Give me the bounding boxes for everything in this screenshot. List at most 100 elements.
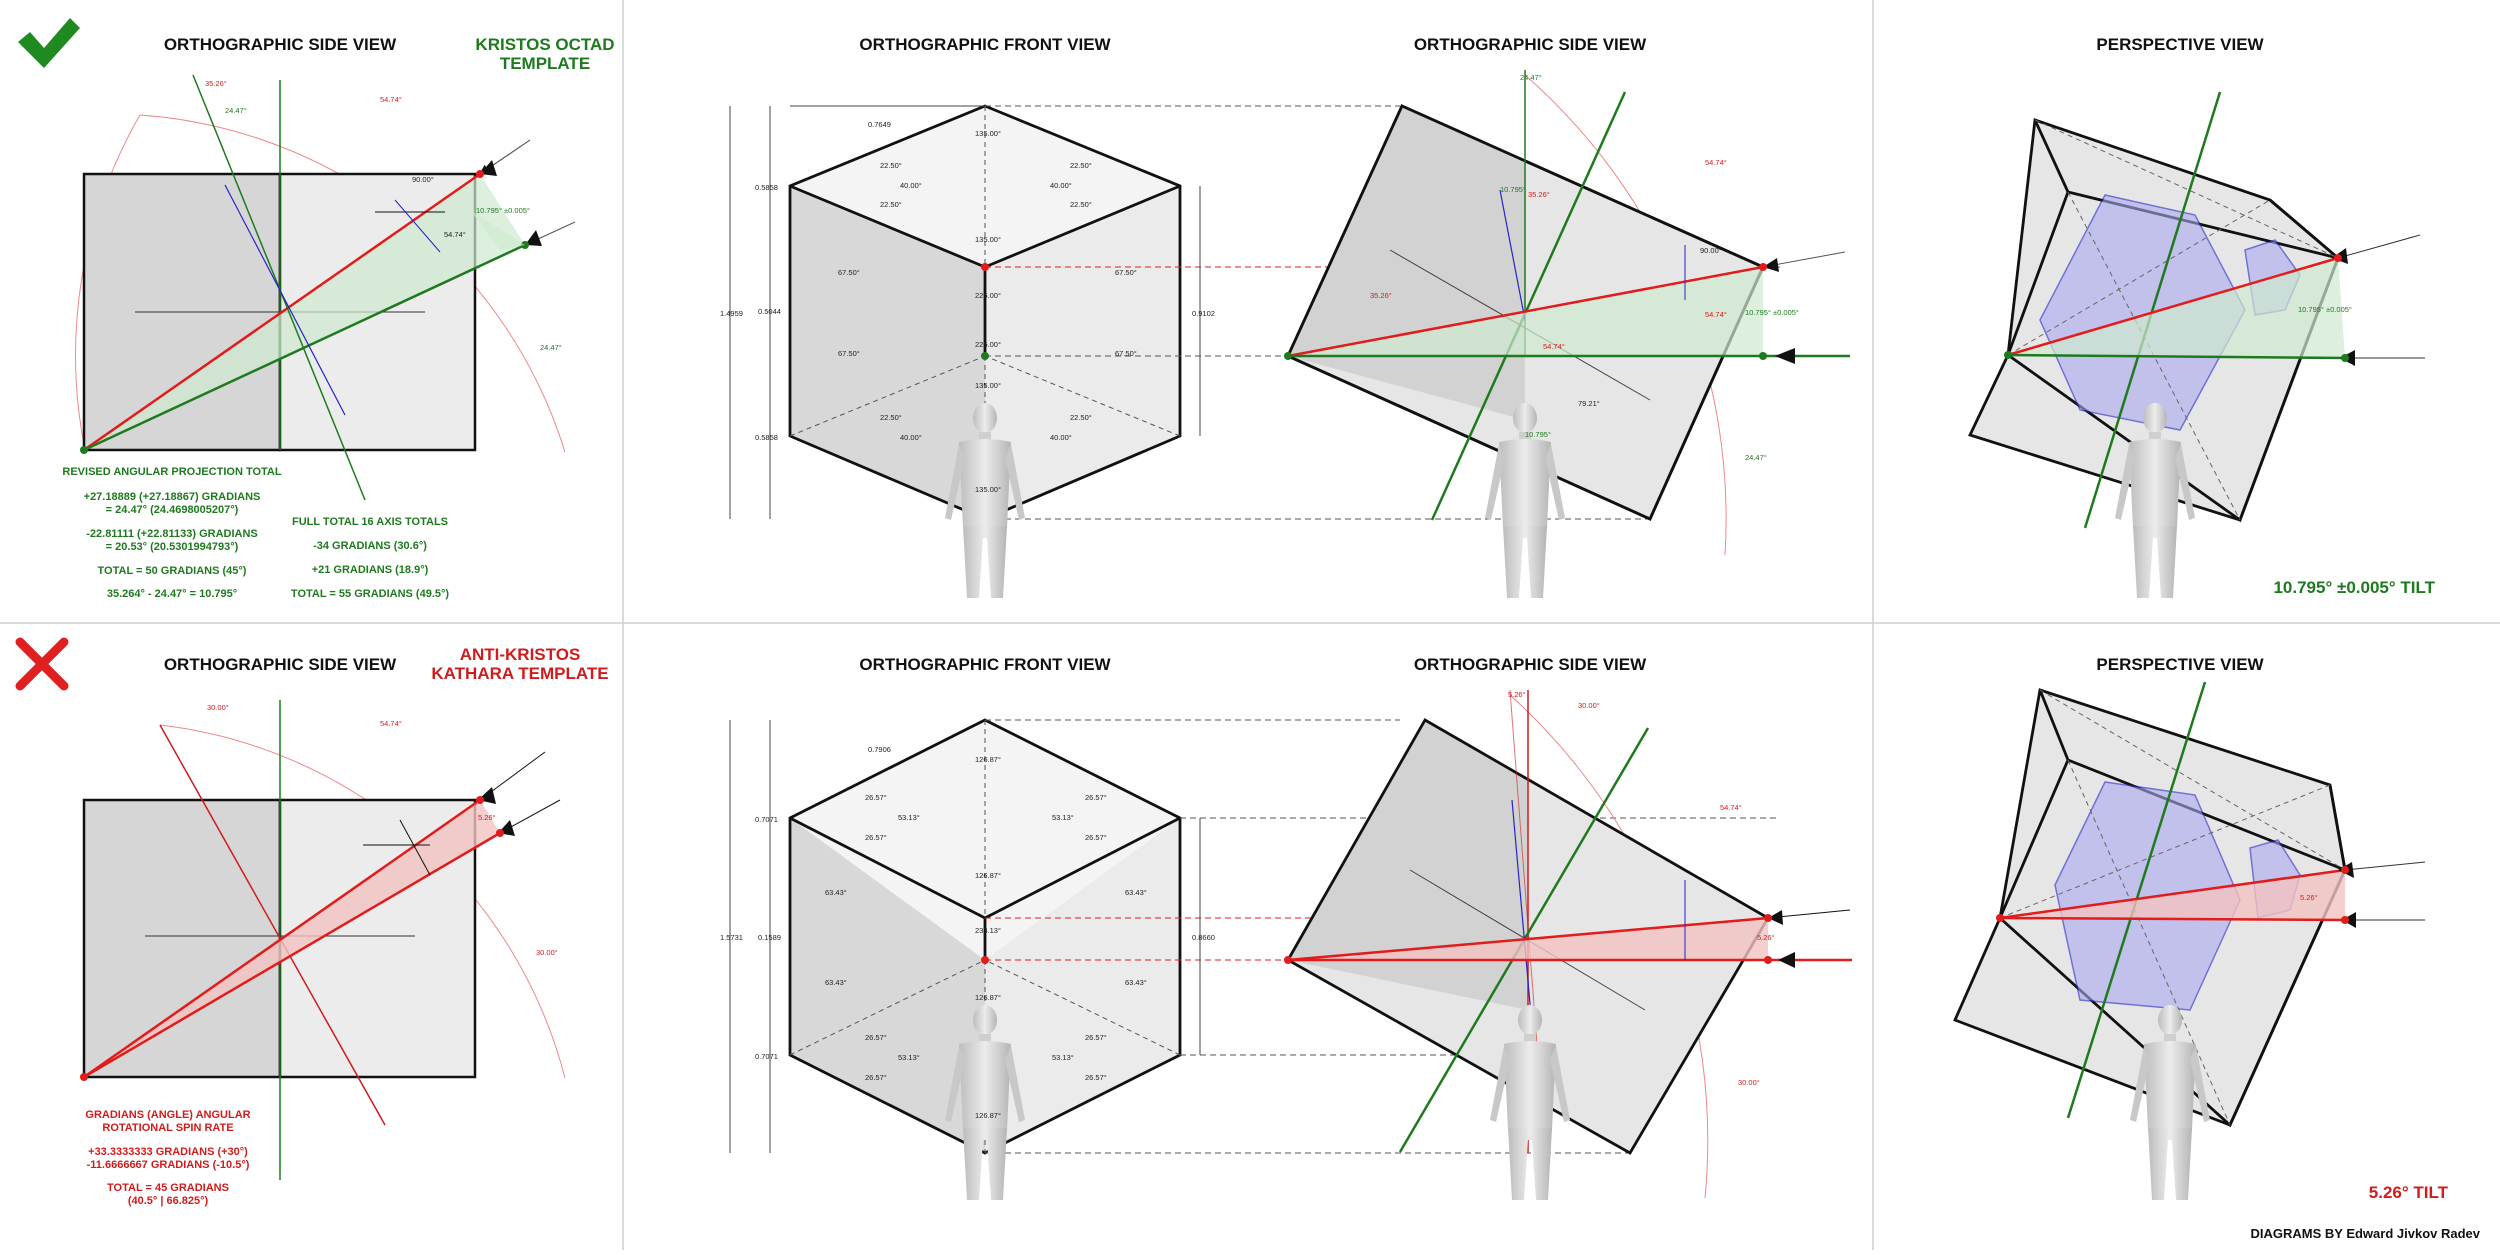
- bottom-front-angle-26g: 26.57°: [865, 1073, 887, 1082]
- top-front-dim-5: 0.5858: [755, 433, 778, 442]
- bottom-front-angle-bottom: 126.87°: [975, 1111, 1001, 1120]
- bottom-front-angle-c1: 126.87°: [975, 871, 1001, 880]
- note-l2: = 24.47° (24.4698005207°): [106, 504, 239, 516]
- bottom-front-angle-63c: 63.43°: [825, 978, 847, 987]
- bottom-front-angle-top: 126.87°: [975, 755, 1001, 764]
- top-front-angle-22b: 22.50°: [1070, 161, 1092, 170]
- bottom-front-angle-26b: 26.57°: [1085, 793, 1107, 802]
- top-front-dim-3: 1.4959: [720, 309, 743, 318]
- top-front-angle-top: 135.00°: [975, 129, 1001, 138]
- top-front-angle-bottom: 135.00°: [975, 485, 1001, 494]
- top-side2-angle-11: 10.795°: [1525, 430, 1551, 439]
- top-front-angle-22a: 22.50°: [880, 161, 902, 170]
- top-front-angle-22e: 22.50°: [880, 413, 902, 422]
- bottom-front-angle-53a: 53.13°: [898, 813, 920, 822]
- top-front-angle-40a: 40.00°: [900, 181, 922, 190]
- bottom-front-angle-26d: 26.57°: [1085, 833, 1107, 842]
- top-template-line1: KRISTOS OCTAD: [475, 35, 614, 54]
- note-l5: TOTAL = 50 GRADIANS (45°): [98, 565, 247, 577]
- top-front-angle-40c: 40.00°: [900, 433, 922, 442]
- bottom-front-angle-26a: 26.57°: [865, 793, 887, 802]
- top-front-angle-c4: 135.00°: [975, 381, 1001, 390]
- top-tilt-label: 10.795° ±0.005° TILT: [2273, 578, 2435, 597]
- bottom-side2-angle-1: 5.26°: [1508, 690, 1526, 699]
- top-front-angle-40d: 40.00°: [1050, 433, 1072, 442]
- top-side-angle-7: 24.47°: [540, 343, 562, 352]
- top-side-angle-1: 35.26°: [205, 79, 227, 88]
- top-front-dim-2: 0.5858: [755, 183, 778, 192]
- note-r1: -34 GRADIANS (30.6°): [313, 540, 427, 552]
- top-front-angle-67c: 67.50°: [838, 349, 860, 358]
- bottom-side-angle-1: 30.00°: [207, 703, 229, 712]
- bottom-side-view: 30.00° 54.74° 5.26° 30.00°: [80, 700, 566, 1180]
- bottom-front-view: 0.7906 0.7071 1.5731 0.1589 0.7071 0.866…: [720, 718, 1780, 1200]
- bottom-front-angle-26c: 26.57°: [865, 833, 887, 842]
- top-side2-angle-1: 24.47°: [1520, 73, 1542, 82]
- note-r2: +21 GRADIANS (18.9°): [312, 564, 429, 576]
- bottom-perspective-view: 5.26°: [1953, 681, 2426, 1200]
- top-side-angle-5: 54.74°: [444, 230, 466, 239]
- top-front-dim-6: 0.9102: [1192, 309, 1215, 318]
- note-n5: TOTAL = 45 GRADIANS: [107, 1182, 229, 1194]
- top-side2-angle-2: 54.74°: [1705, 158, 1727, 167]
- top-side2-angle-8: 10.795° ±0.005°: [1745, 308, 1799, 317]
- checkmark-icon: [18, 18, 80, 68]
- bottom-front-angle-c2: 233.13°: [975, 926, 1001, 935]
- note-r3: TOTAL = 55 GRADIANS (49.5°): [291, 588, 449, 600]
- top-side-angle-6: 10.795° ±0.005°: [476, 206, 530, 215]
- note-l1: +27.18889 (+27.18867) GRADIANS: [84, 491, 261, 503]
- bottom-front-dim-2: 0.7071: [755, 815, 778, 824]
- bottom-side-angle-3: 5.26°: [478, 813, 496, 822]
- top-template-line2: TEMPLATE: [500, 54, 590, 73]
- bottom-front-angle-53c: 53.13°: [898, 1053, 920, 1062]
- top-front-dim-4: 0.5044: [758, 307, 781, 316]
- bottom-front-dim-1: 0.7906: [868, 745, 891, 754]
- top-front-angle-c1: 135.00°: [975, 235, 1001, 244]
- top-front-angle-67b: 67.50°: [1115, 268, 1137, 277]
- bottom-side2-view: 5.26° 30.00° 54.74° 5.26° 30.00°: [1284, 689, 1852, 1200]
- bottom-front-angle-26h: 26.57°: [1085, 1073, 1107, 1082]
- note-full: FULL TOTAL 16 AXIS TOTALS: [292, 516, 448, 528]
- bottom-side2-angle-5: 30.00°: [1738, 1078, 1760, 1087]
- bottom-persp-angle: 5.26°: [2300, 893, 2318, 902]
- top-side-angle-3: 54.74°: [380, 95, 402, 104]
- top-side2-angle-6: 90.00°: [1700, 246, 1722, 255]
- top-side-view: 35.26° 24.47° 54.74° 90.00° 54.74° 10.79…: [75, 74, 576, 501]
- note-revised: REVISED ANGULAR PROJECTION TOTAL: [62, 466, 281, 478]
- top-perspective-view: 10.795° ±0.005°: [1968, 91, 2425, 598]
- note-n3: +33.3333333 GRADIANS (+30°): [88, 1146, 248, 1158]
- top-front-angle-40b: 40.00°: [1050, 181, 1072, 190]
- top-front-angle-22d: 22.50°: [1070, 200, 1092, 209]
- bottom-side-angle-4: 30.00°: [536, 948, 558, 957]
- bottom-front-angle-63a: 63.43°: [825, 888, 847, 897]
- bottom-notes: GRADIANS (ANGLE) ANGULAR ROTATIONAL SPIN…: [85, 1109, 250, 1207]
- top-side2-angle-10: 79.21°: [1578, 399, 1600, 408]
- top-front-dim-1: 0.7649: [868, 120, 891, 129]
- bottom-front-angle-53d: 53.13°: [1052, 1053, 1074, 1062]
- bottom-front-dim-6: 0.8660: [1192, 933, 1215, 942]
- note-l3: -22.81111 (+22.81133) GRADIANS: [86, 528, 258, 540]
- bottom-template-line2: KATHARA TEMPLATE: [431, 664, 608, 683]
- bottom-front-angle-26e: 26.57°: [865, 1033, 887, 1042]
- top-side2-angle-12: 24.47°: [1745, 453, 1767, 462]
- top-side2-angle-3: 10.795°: [1500, 185, 1526, 194]
- bottom-side2-angle-3: 54.74°: [1720, 803, 1742, 812]
- bottom-persp-title: PERSPECTIVE VIEW: [2096, 655, 2264, 674]
- bottom-front-angle-53b: 53.13°: [1052, 813, 1074, 822]
- top-side2-view: 24.47° 54.74° 10.795° 35.26° 35.26° 90.0…: [1284, 70, 1850, 598]
- note-n6: (40.5° | 66.825°): [128, 1195, 209, 1207]
- top-persp-angle: 10.795° ±0.005°: [2298, 305, 2352, 314]
- top-side-title: ORTHOGRAPHIC SIDE VIEW: [164, 35, 397, 54]
- top-front-angle-67a: 67.50°: [838, 268, 860, 277]
- bottom-front-dim-3: 1.5731: [720, 933, 743, 942]
- top-side2-angle-9: 54.74°: [1543, 342, 1565, 351]
- bottom-front-dim-5: 0.7071: [755, 1052, 778, 1061]
- bottom-template-line1: ANTI-KRISTOS: [460, 645, 581, 664]
- bottom-front-angle-c3: 126.87°: [975, 993, 1001, 1002]
- bottom-side-title: ORTHOGRAPHIC SIDE VIEW: [164, 655, 397, 674]
- top-side2-angle-7: 54.74°: [1705, 310, 1727, 319]
- top-side2-title: ORTHOGRAPHIC SIDE VIEW: [1414, 35, 1647, 54]
- note-n4: -11.6666667 GRADIANS (-10.5°): [87, 1159, 250, 1171]
